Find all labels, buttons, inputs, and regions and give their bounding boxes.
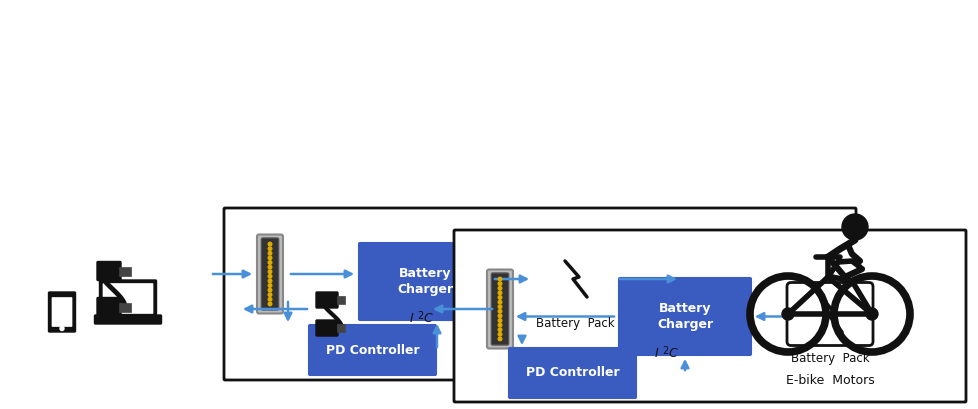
Circle shape xyxy=(268,274,272,278)
FancyBboxPatch shape xyxy=(531,247,617,310)
Text: 2: 2 xyxy=(417,311,422,321)
Text: 2: 2 xyxy=(661,346,668,356)
FancyBboxPatch shape xyxy=(257,234,283,314)
Circle shape xyxy=(60,326,64,330)
FancyBboxPatch shape xyxy=(509,348,636,398)
FancyBboxPatch shape xyxy=(491,273,509,345)
Circle shape xyxy=(498,310,502,313)
Circle shape xyxy=(498,319,502,322)
Text: I: I xyxy=(410,312,414,325)
Circle shape xyxy=(498,328,502,332)
Circle shape xyxy=(268,279,272,283)
Text: I: I xyxy=(654,347,658,360)
FancyBboxPatch shape xyxy=(336,324,345,332)
FancyBboxPatch shape xyxy=(486,270,512,348)
Circle shape xyxy=(498,291,502,295)
Circle shape xyxy=(498,337,502,341)
Circle shape xyxy=(268,256,272,260)
Circle shape xyxy=(498,333,502,336)
Text: C: C xyxy=(422,312,431,325)
Circle shape xyxy=(268,284,272,287)
FancyBboxPatch shape xyxy=(119,267,130,276)
Circle shape xyxy=(268,297,272,301)
FancyBboxPatch shape xyxy=(618,278,750,355)
Circle shape xyxy=(268,242,272,246)
Circle shape xyxy=(781,308,793,320)
Circle shape xyxy=(268,265,272,269)
FancyBboxPatch shape xyxy=(316,320,337,336)
FancyBboxPatch shape xyxy=(316,292,337,308)
Circle shape xyxy=(498,314,502,318)
Circle shape xyxy=(268,247,272,250)
Circle shape xyxy=(498,323,502,327)
FancyBboxPatch shape xyxy=(97,261,121,281)
FancyBboxPatch shape xyxy=(95,315,161,324)
Circle shape xyxy=(498,300,502,304)
Text: PD Controller: PD Controller xyxy=(326,344,419,357)
FancyBboxPatch shape xyxy=(261,238,279,310)
Text: Battery  Pack: Battery Pack xyxy=(535,317,613,330)
Circle shape xyxy=(498,286,502,290)
FancyBboxPatch shape xyxy=(97,297,121,317)
Circle shape xyxy=(498,277,502,281)
FancyBboxPatch shape xyxy=(103,283,153,314)
Circle shape xyxy=(841,214,867,240)
Circle shape xyxy=(268,261,272,264)
Text: E-bike  Motors: E-bike Motors xyxy=(784,374,873,387)
Circle shape xyxy=(498,305,502,308)
Circle shape xyxy=(498,296,502,299)
Circle shape xyxy=(498,282,502,285)
Text: Battery  Pack: Battery Pack xyxy=(790,352,868,365)
Circle shape xyxy=(866,308,877,320)
Circle shape xyxy=(268,302,272,306)
Circle shape xyxy=(268,270,272,274)
Circle shape xyxy=(268,252,272,255)
Circle shape xyxy=(268,288,272,292)
FancyBboxPatch shape xyxy=(359,243,491,320)
Text: Battery
Charger: Battery Charger xyxy=(656,302,712,331)
FancyBboxPatch shape xyxy=(454,230,965,402)
FancyBboxPatch shape xyxy=(52,297,72,326)
Circle shape xyxy=(268,293,272,297)
FancyBboxPatch shape xyxy=(49,292,75,332)
FancyBboxPatch shape xyxy=(309,325,435,375)
FancyBboxPatch shape xyxy=(100,280,156,317)
Text: Battery
Charger: Battery Charger xyxy=(396,267,453,296)
FancyBboxPatch shape xyxy=(336,296,345,304)
Text: C: C xyxy=(667,347,676,360)
FancyBboxPatch shape xyxy=(786,283,872,346)
FancyBboxPatch shape xyxy=(224,208,855,380)
FancyBboxPatch shape xyxy=(119,303,130,312)
Text: PD Controller: PD Controller xyxy=(525,366,619,380)
